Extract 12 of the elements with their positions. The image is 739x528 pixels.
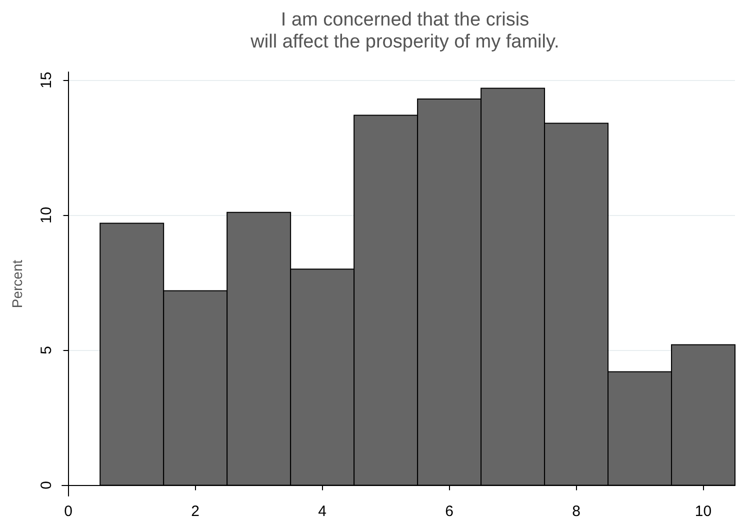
x-tick-label: 0 (64, 503, 73, 520)
y-tick-label: 0 (38, 481, 55, 490)
x-tick-label: 10 (694, 503, 712, 520)
y-axis-title: Percent (9, 260, 25, 308)
x-tick-label: 6 (445, 503, 454, 520)
x-tick-label: 8 (572, 503, 580, 520)
y-tick-label: 5 (38, 346, 55, 354)
y-tick-label: 15 (38, 72, 55, 88)
x-tick-label: 4 (318, 503, 326, 520)
x-tick-label: 2 (191, 503, 200, 520)
chart-title: I am concerned that the crisis will affect the prosperity of my family. (250, 10, 560, 52)
y-tick-label: 10 (38, 206, 55, 224)
